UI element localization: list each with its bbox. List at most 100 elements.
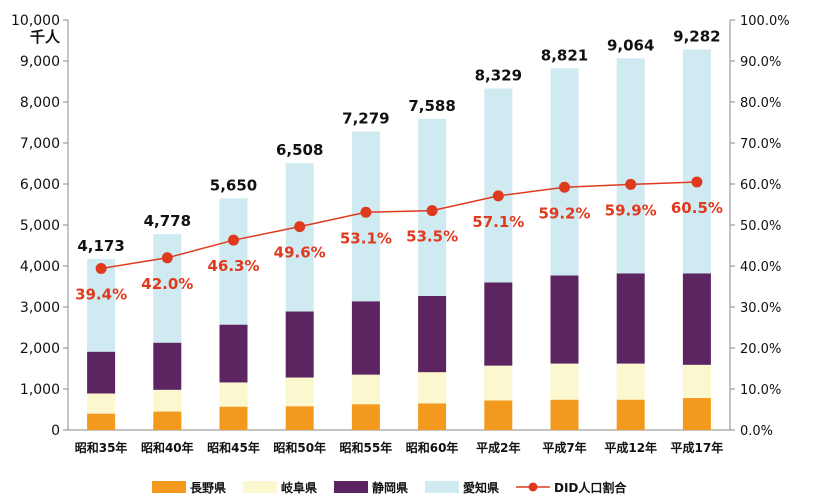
left-tick-label: 1,000 [20,382,60,398]
bar-segment [616,273,645,364]
line-value-label: 57.1% [472,213,524,231]
bar-segment [285,311,314,378]
line-value-label: 42.0% [141,275,193,293]
bar-segment [550,363,579,400]
total-label: 9,282 [673,27,720,45]
right-tick-label: 60.0% [740,178,781,193]
x-tick-label: 昭和55年 [340,440,393,455]
right-tick-label: 80.0% [740,96,781,111]
bar-segment [682,364,711,399]
legend-swatch [152,481,186,493]
bar-segment [484,88,513,283]
legend: 長野県 岐阜県 静岡県 愛知県 DID人口割合 [152,480,627,495]
right-tick-label: 30.0% [740,301,781,316]
bar-segment [351,374,380,405]
line-value-label: 59.2% [538,204,590,222]
bar-segment [682,398,711,430]
left-tick-label: 6,000 [20,177,60,193]
total-label: 5,650 [210,176,257,194]
line-point [426,205,438,217]
total-label: 8,329 [475,67,522,85]
bar-segment [550,399,579,430]
right-tick-label: 100.0% [740,14,790,29]
line-value-label: 53.1% [340,229,392,247]
left-tick-label: 4,000 [20,259,60,275]
bar-segment [153,411,182,430]
y-unit-label: 千人 [30,28,61,46]
line-value-label: 53.5% [406,228,458,246]
bar-segment [484,282,513,366]
x-tick-label: 昭和40年 [141,440,194,455]
right-tick-label: 40.0% [740,260,781,275]
bar-segment [616,58,645,274]
bar-segment [616,399,645,430]
bar-segment [87,393,116,414]
left-tick-label: 2,000 [20,341,60,357]
bar-segment [351,404,380,430]
right-tick-label: 90.0% [740,55,781,70]
left-tick-label: 10,000 [11,13,60,29]
legend-label: DID人口割合 [554,480,627,495]
bar-segment [153,234,182,343]
bar-segment [682,49,711,274]
line-series [95,176,703,274]
line-point [161,252,173,264]
bar-segment [285,377,314,407]
line-value-label: 60.5% [671,199,723,217]
bar-segment [682,273,711,365]
line-point [228,234,239,246]
bar-segment [418,295,447,373]
legend-label: 静岡県 [372,480,408,495]
x-tick-label: 平成12年 [604,440,657,455]
bar-segment [484,400,513,430]
right-tick-label: 0.0% [740,424,773,439]
total-label: 8,821 [541,46,588,64]
x-tick-label: 平成7年 [542,440,586,455]
right-tick-label: 20.0% [740,342,781,357]
total-label: 7,279 [342,110,389,128]
total-label: 6,508 [276,141,323,159]
axes: 0 1,000 2,000 3,000 4,000 5,000 6,000 7,000 8,00… [11,13,790,455]
line-point [559,181,570,193]
bar-segment [616,363,645,400]
legend-swatch [334,481,368,493]
left-tick-label: 8,000 [20,95,60,111]
line-point [95,262,107,274]
bars [87,49,711,430]
bar-segment [550,275,579,364]
left-tick-label: 7,000 [20,136,60,152]
legend-label: 長野県 [190,480,226,495]
legend-line-marker [528,482,538,492]
line-value-label: 46.3% [207,257,259,275]
bar-segment [87,413,116,430]
bar-segment [153,389,182,412]
bar-segment [87,351,116,394]
line-point [360,206,372,218]
right-tick-label: 50.0% [740,219,781,234]
line-value-label: 39.4% [75,285,127,303]
x-tick-label: 平成17年 [671,440,724,455]
x-tick-label: 平成2年 [476,440,520,455]
left-tick-label: 9,000 [20,54,60,70]
legend-swatch [243,481,277,493]
bar-segment [153,342,182,390]
line-point [625,178,637,190]
x-tick-label: 昭和60年 [406,440,459,455]
bar-segment [550,68,579,276]
x-tick-label: 昭和50年 [273,440,326,455]
bar-segment [418,372,447,404]
line-point [691,176,703,188]
total-label: 4,173 [77,237,124,255]
bar-segment [87,258,116,352]
line-point [294,221,306,233]
bar-segment [285,406,314,430]
bar-segment [484,365,513,401]
total-label: 4,778 [144,212,191,230]
bar-segment [418,403,447,430]
bar-segment [351,301,380,375]
right-tick-label: 10.0% [740,383,781,398]
line-value-label: 49.6% [274,244,326,262]
line-value-label: 59.9% [605,201,657,219]
bar-segment [285,163,314,312]
